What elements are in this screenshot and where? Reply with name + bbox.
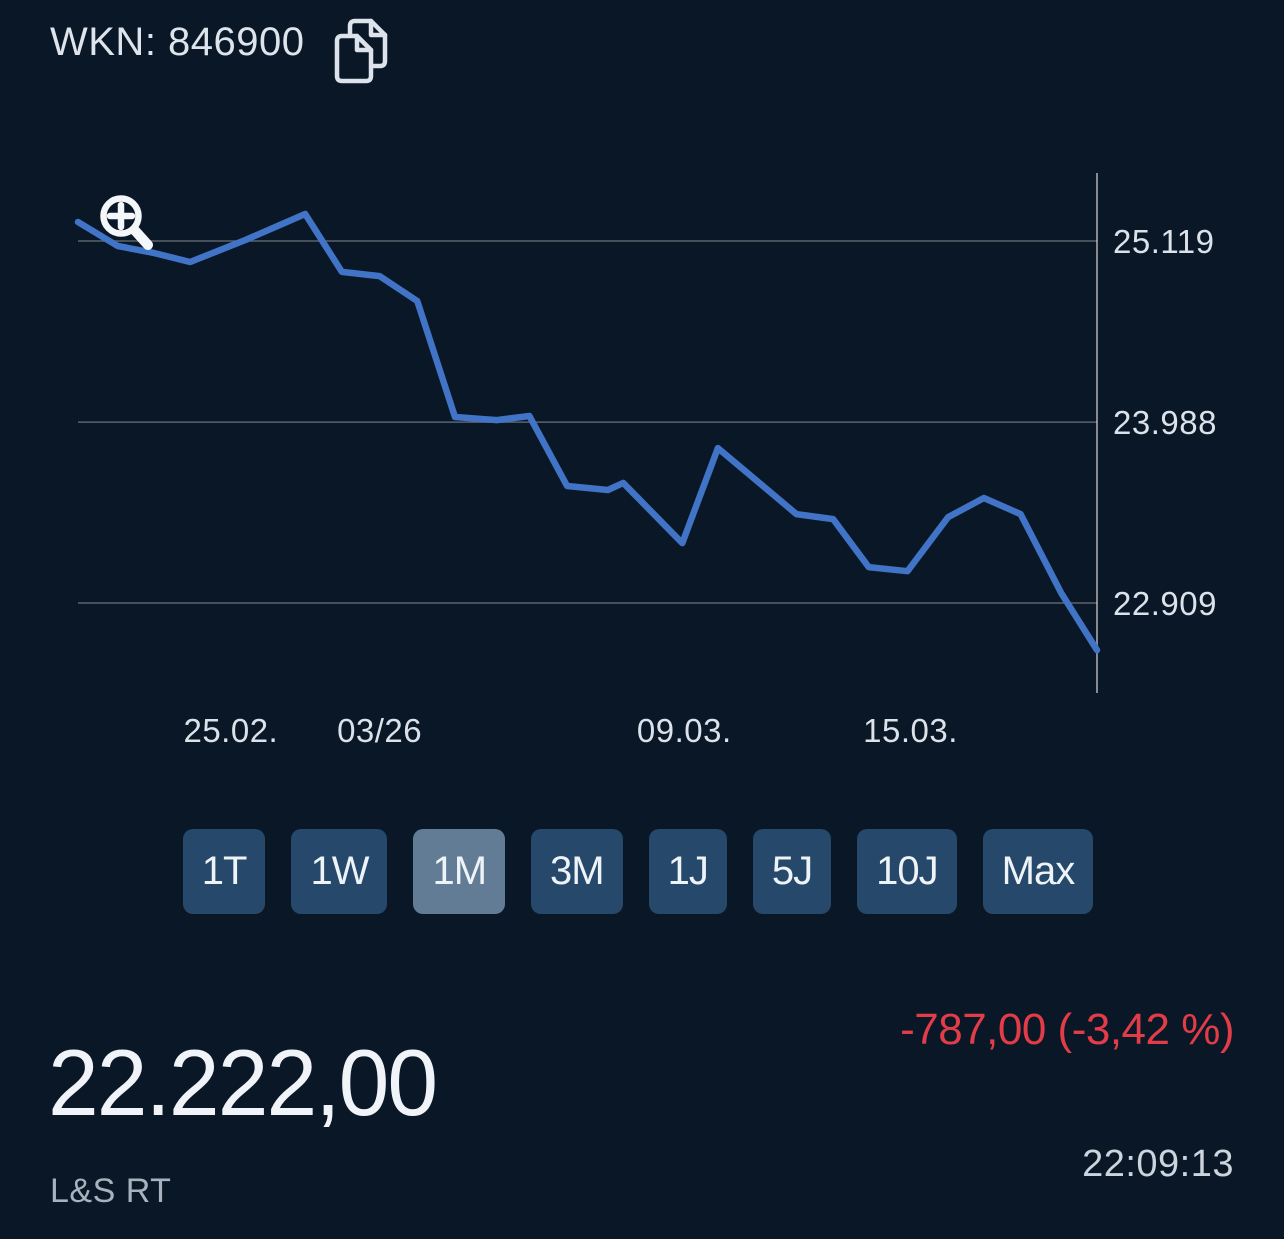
range-button-5j[interactable]: 5J <box>752 829 832 914</box>
range-button-3m[interactable]: 3M <box>531 829 623 914</box>
range-button-1j[interactable]: 1J <box>648 829 727 914</box>
range-button-1w[interactable]: 1W <box>291 829 388 914</box>
y-axis-label: 22.909 <box>1113 585 1217 622</box>
range-button-1t[interactable]: 1T <box>182 829 266 914</box>
x-axis-label: 15.03. <box>863 712 958 749</box>
range-button-1m[interactable]: 1M <box>413 829 506 914</box>
quote-time: 22:09:13 <box>1082 1143 1234 1185</box>
y-axis-label: 25.119 <box>1113 223 1215 260</box>
y-axis-label: 23.988 <box>1113 404 1217 442</box>
chart-plot <box>74 173 1101 693</box>
range-button-max[interactable]: Max <box>982 829 1094 914</box>
x-axis-label: 25.02. <box>183 712 279 749</box>
price-chart[interactable]: 25.119 23.988 22.909 25.02. 03/26 09.03. 15.03… <box>0 0 1284 780</box>
copy-wkn-button[interactable] <box>333 18 389 87</box>
header: WKN: 846900 <box>50 18 389 87</box>
quote-source: L&S RT <box>50 1172 172 1210</box>
range-button-10j[interactable]: 10J <box>857 829 957 914</box>
x-axis-label: 03/26 <box>337 712 423 749</box>
price-line <box>74 210 1101 654</box>
price-value: 22.222,00 <box>48 1030 438 1135</box>
zoom-in-icon[interactable] <box>100 195 153 250</box>
x-axis-label: 09.03. <box>636 712 732 749</box>
price-chart-svg[interactable] <box>0 0 1284 780</box>
wkn-label: WKN: 846900 <box>50 20 305 64</box>
range-button-row: 1T 1W 1M 3M 1J 5J 10J Max <box>0 829 1276 914</box>
copy-icon <box>334 18 387 84</box>
price-change: -787,00 (-3,42 %) <box>900 1005 1234 1054</box>
